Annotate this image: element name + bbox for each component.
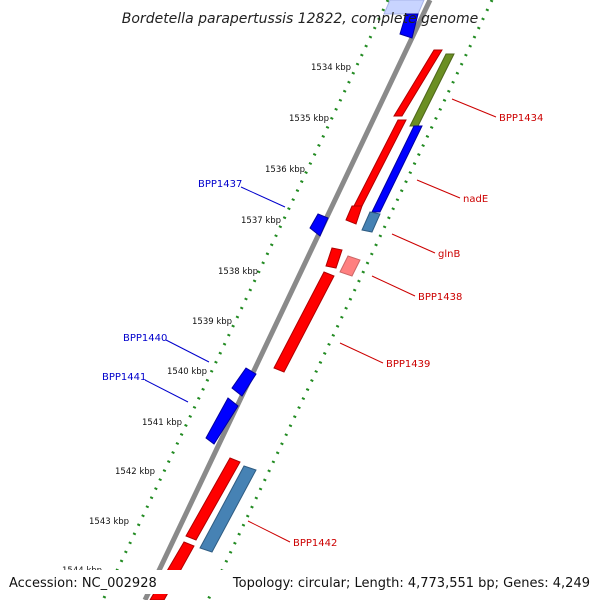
gene-label-bpp1442[interactable]: BPP1442 [293, 538, 337, 549]
scale-label: 1543 kbp [89, 517, 129, 527]
topology-text: Topology: circular; Length: 4,773,551 bp… [232, 576, 590, 591]
leader-bpp1441 [144, 379, 189, 403]
genome-title: Bordetella parapertussis 12822, complete… [122, 11, 478, 27]
scale-label: 1534 kbp [311, 63, 351, 73]
gene-bar-bpp1438-pink[interactable] [339, 255, 361, 277]
scale-label: 1541 kbp [142, 418, 182, 428]
gene-label-bpp1441[interactable]: BPP1441 [102, 372, 146, 383]
gene-bar-glnb-steel[interactable] [361, 211, 381, 233]
leader-glnb [391, 233, 436, 254]
accession-text: Accession: NC_002928 [9, 576, 157, 591]
gene-label-bpp1440[interactable]: BPP1440 [123, 333, 167, 344]
leader-bpp1434 [451, 98, 497, 118]
scale-label: 1540 kbp [167, 367, 207, 377]
gene-label-glnb[interactable]: glnB [438, 249, 460, 260]
leader-bpp1437 [240, 186, 286, 208]
gene-bar-bpp1442-red[interactable] [185, 457, 241, 541]
scale-label: 1535 kbp [289, 114, 329, 124]
scale-label: 1537 kbp [241, 216, 281, 226]
gene-bar-glnb-red[interactable] [345, 205, 363, 225]
gene-bar-bpp1439[interactable] [273, 271, 335, 373]
gene-label-nade[interactable]: nadE [463, 194, 488, 205]
leader-bpp1440 [165, 339, 210, 363]
gene-bar-bpp1442-steel[interactable] [199, 465, 257, 553]
gene-bar-top-blue[interactable] [399, 13, 419, 39]
gene-label-bpp1437[interactable]: BPP1437 [198, 179, 242, 190]
leader-bpp1442 [247, 520, 291, 543]
outer-tick-ring [206, 0, 494, 600]
gene-label-bpp1438[interactable]: BPP1438 [418, 292, 462, 303]
scale-label: 1542 kbp [115, 467, 155, 477]
scale-label: 1539 kbp [192, 317, 232, 327]
gene-bar-bpp1434[interactable] [393, 49, 443, 117]
inner-tick-ring [101, 0, 390, 600]
gene-bar-nade-blue[interactable] [371, 125, 423, 213]
leader-bpp1438 [371, 275, 416, 297]
scale-label: 1536 kbp [265, 165, 305, 175]
gene-label-bpp1434[interactable]: BPP1434 [499, 113, 543, 124]
scale-label: 1538 kbp [218, 267, 258, 277]
leader-bpp1439 [339, 342, 384, 364]
gene-bar-bpp1438-red[interactable] [325, 247, 343, 269]
footer-background [0, 570, 600, 594]
gene-label-bpp1439[interactable]: BPP1439 [386, 359, 430, 370]
gene-bar-bpp1440[interactable] [231, 367, 257, 397]
genome-backbone [142, 0, 433, 600]
gene-bar-bpp1437[interactable] [309, 213, 329, 237]
leader-nade [416, 179, 461, 199]
gene-bar-bpp1441[interactable] [205, 397, 239, 445]
